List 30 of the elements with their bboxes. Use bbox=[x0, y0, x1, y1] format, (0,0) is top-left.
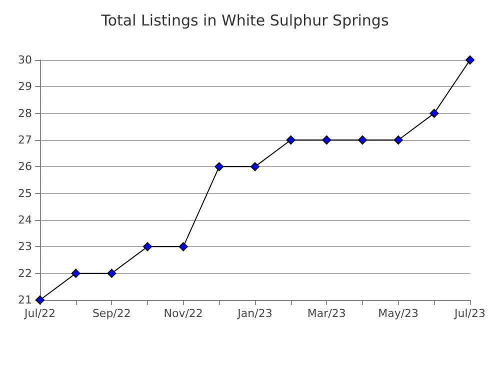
y-tick-label: 28 bbox=[18, 106, 32, 120]
point bbox=[178, 242, 188, 252]
chart-title: Total Listings in White Sulphur Springs bbox=[100, 12, 389, 30]
y-tick-label: 24 bbox=[18, 214, 32, 226]
x-tick-label: Mar/23 bbox=[307, 307, 346, 320]
point bbox=[322, 136, 332, 144]
point bbox=[250, 162, 260, 172]
y-tick-label: 23 bbox=[18, 240, 32, 254]
y-tick-label: 27 bbox=[18, 134, 32, 146]
y-tick-label: 25 bbox=[18, 186, 32, 200]
point bbox=[143, 242, 152, 252]
x-tick-label: Nov/22 bbox=[164, 307, 203, 320]
x-tick-label: Jan/23 bbox=[236, 307, 272, 320]
y-tick-label: 30 bbox=[18, 54, 32, 66]
point bbox=[358, 136, 367, 144]
y-tick-label: 29 bbox=[18, 80, 32, 94]
point bbox=[466, 56, 474, 64]
point bbox=[214, 162, 224, 172]
point bbox=[107, 268, 116, 278]
y-tick-label: 26 bbox=[18, 160, 32, 174]
y-tick-label: 22 bbox=[18, 266, 32, 280]
x-tick-label: May/23 bbox=[378, 307, 419, 320]
x-tick-label: Jul/23 bbox=[454, 307, 486, 320]
y-tick-label: 21 bbox=[18, 294, 32, 306]
x-tick-label: Jul/22 bbox=[24, 307, 56, 320]
point bbox=[286, 136, 296, 144]
point bbox=[394, 136, 403, 144]
point bbox=[430, 108, 439, 118]
x-tick-label: Sep/22 bbox=[92, 307, 131, 320]
point bbox=[71, 268, 80, 278]
